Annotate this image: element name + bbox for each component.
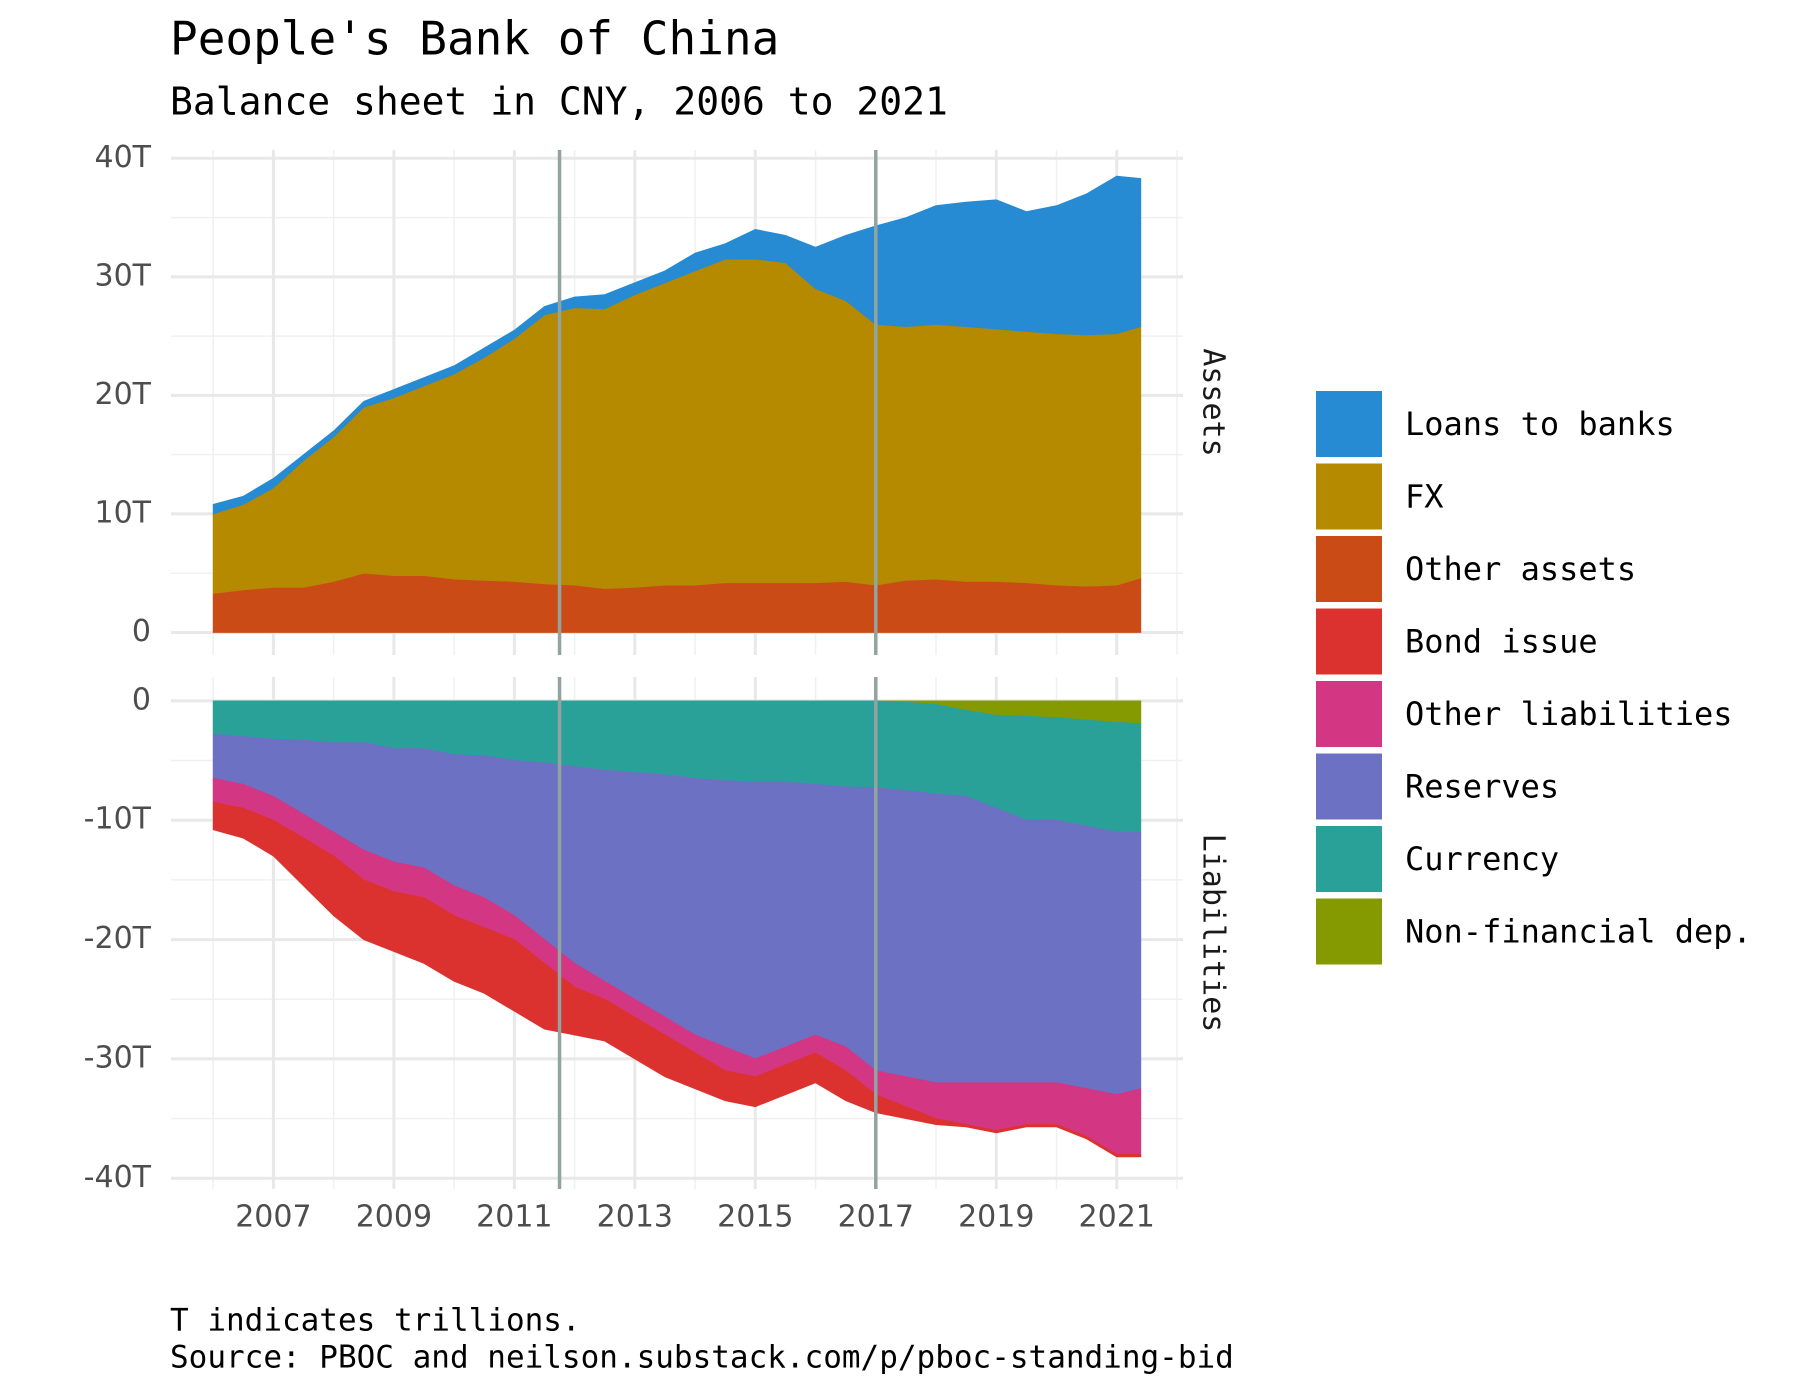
legend-key: [1316, 898, 1382, 965]
legend-label: Reserves: [1405, 768, 1559, 806]
strip-label: Assets: [1196, 348, 1231, 456]
y-tick-label: -20T: [84, 921, 152, 956]
legend-key: [1316, 608, 1382, 675]
chart-title: People's Bank of China: [170, 12, 779, 66]
y-tick-label: -40T: [84, 1160, 152, 1195]
x-tick-label: 2021: [1079, 1200, 1155, 1235]
x-tick-label: 2015: [717, 1200, 793, 1235]
y-tick-label: 40T: [95, 140, 152, 175]
caption: T indicates trillions.: [170, 1303, 581, 1339]
y-tick-label: -30T: [84, 1040, 152, 1075]
legend-key: [1316, 536, 1382, 602]
y-tick-label: 30T: [95, 258, 152, 293]
strip-label: Liabilities: [1196, 834, 1231, 1033]
legend-key: [1316, 391, 1382, 457]
legend-key: [1316, 681, 1382, 747]
x-tick-label: 2017: [838, 1200, 914, 1235]
caption: Source: PBOC and neilson.substack.com/p/…: [170, 1340, 1234, 1376]
legend-key: [1316, 753, 1382, 820]
x-tick-label: 2009: [356, 1200, 432, 1235]
legend-label: Other assets: [1405, 550, 1636, 588]
legend-label: Loans to banks: [1405, 405, 1675, 443]
legend-label: FX: [1405, 478, 1444, 516]
y-tick-label: 0: [132, 614, 151, 649]
x-tick-label: 2007: [235, 1200, 311, 1235]
x-tick-label: 2019: [958, 1200, 1034, 1235]
area: [212, 175, 1142, 515]
x-tick-label: 2011: [476, 1200, 552, 1235]
y-tick-label: 0: [132, 682, 151, 717]
y-tick-label: 20T: [95, 377, 152, 412]
x-tick-label: 2013: [597, 1200, 673, 1235]
legend-key: [1316, 826, 1382, 892]
chart-subtitle: Balance sheet in CNY, 2006 to 2021: [170, 80, 948, 124]
legend-key: [1316, 463, 1382, 530]
legend-label: Bond issue: [1405, 623, 1598, 661]
legend-label: Non-financial dep.: [1405, 913, 1752, 951]
legend-label: Other liabilities: [1405, 695, 1733, 733]
legend-label: Currency: [1405, 840, 1559, 878]
y-tick-label: 10T: [95, 495, 152, 530]
area: [212, 801, 1142, 1158]
y-tick-label: -10T: [84, 802, 152, 837]
